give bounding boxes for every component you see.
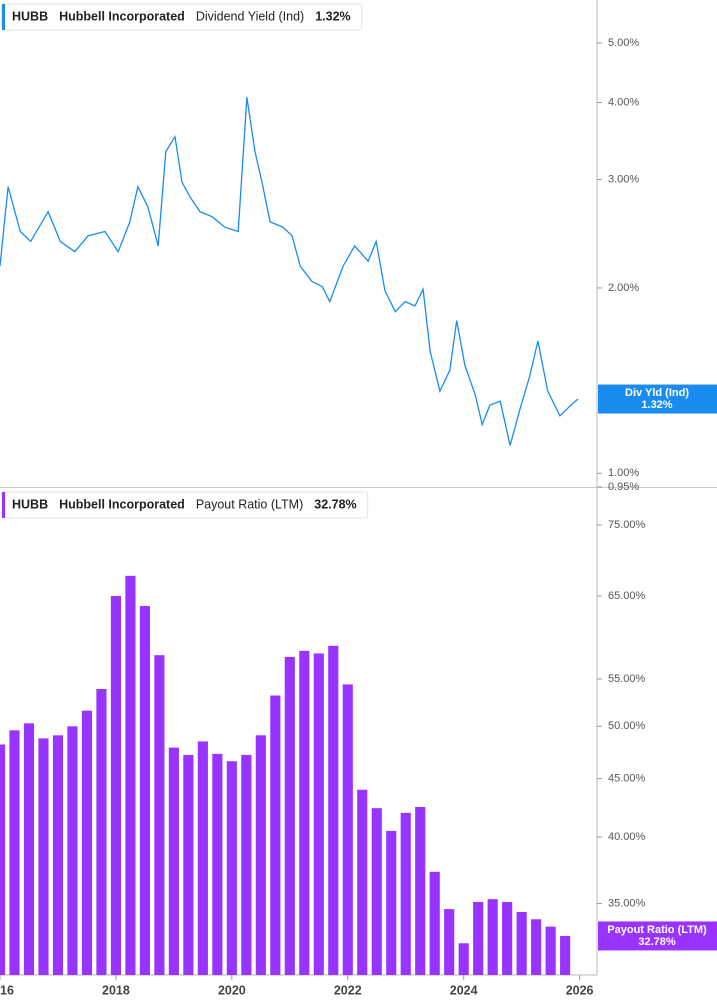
y-tick-label: 55.00%	[608, 673, 646, 685]
legend-text: Hubbell Incorporated	[59, 497, 185, 511]
legend-text: Dividend Yield (Ind)	[196, 9, 304, 23]
badge-name: Payout Ratio (LTM)	[607, 924, 707, 936]
legend-box	[1, 491, 369, 519]
bar	[255, 735, 266, 975]
x-tick-label: 2026	[566, 983, 594, 997]
bar	[516, 911, 527, 975]
last-value-badge	[598, 384, 717, 414]
y-tick-label: 35.00%	[608, 897, 646, 909]
y-tick-label: 40.00%	[608, 831, 646, 843]
x-tick-label: 2016	[0, 983, 14, 997]
bar	[371, 808, 382, 975]
plot-area	[0, 575, 571, 975]
bar	[473, 901, 484, 975]
y-tick-label: 65.00%	[608, 590, 646, 602]
bar	[38, 738, 49, 975]
bar	[110, 596, 121, 975]
plot-area	[0, 97, 579, 446]
bar	[545, 926, 556, 975]
bar	[299, 650, 310, 975]
bar	[560, 935, 571, 975]
bar	[313, 653, 324, 975]
legend-swatch	[2, 492, 5, 518]
bar	[342, 684, 353, 975]
y-tick-label: 4.00%	[608, 96, 639, 108]
bar	[487, 899, 498, 975]
y-tick-label: 3.00%	[608, 173, 639, 185]
y-tick-label: 75.00%	[608, 519, 646, 531]
legend-swatch	[2, 4, 5, 30]
line	[0, 97, 579, 446]
bar	[183, 754, 194, 975]
bar	[270, 695, 281, 975]
bar	[0, 744, 6, 975]
y-tick-label: 5.00%	[608, 37, 639, 49]
bar	[502, 901, 513, 975]
bar	[284, 656, 295, 975]
badge-value: 32.78%	[638, 936, 676, 948]
x-tick-label: 2024	[450, 983, 478, 997]
bar	[81, 710, 93, 975]
bar	[415, 806, 426, 975]
legend-text: 1.32%	[315, 9, 350, 23]
bar	[23, 723, 35, 975]
x-tick-label: 2018	[102, 983, 130, 997]
bar	[96, 689, 107, 975]
bar	[52, 735, 64, 975]
bar	[226, 761, 237, 975]
legend: HUBB Hubbell Incorporated Dividend Yield (…	[1, 3, 363, 31]
bar	[125, 575, 136, 975]
x-tick-label: 2020	[218, 983, 246, 997]
legend-text: Payout Ratio (LTM)	[196, 497, 303, 511]
y-tick-label: 45.00%	[608, 773, 646, 785]
badge-name: Div Yld (Ind)	[625, 387, 689, 399]
y-tick-label: 0.95%	[608, 481, 639, 493]
bar	[241, 754, 252, 975]
y-tick-label: 1.00%	[608, 467, 639, 479]
legend-text: HUBB	[12, 497, 48, 511]
bar	[9, 730, 20, 975]
bar	[444, 909, 455, 975]
legend-text: 32.78%	[314, 497, 356, 511]
bar	[458, 943, 469, 975]
bar	[400, 812, 411, 975]
legend: HUBB Hubbell Incorporated Payout Ratio (LT…	[1, 491, 369, 519]
legend-text: Hubbell Incorporated	[59, 9, 185, 23]
bar	[197, 741, 208, 975]
bar	[386, 830, 397, 975]
bar	[357, 789, 368, 975]
bar	[168, 747, 179, 975]
legend-text: HUBB	[12, 9, 48, 23]
y-tick-label: 2.00%	[608, 282, 639, 294]
bar	[328, 645, 339, 975]
bar	[67, 726, 78, 975]
bar	[429, 871, 440, 975]
x-tick-label: 2022	[334, 983, 362, 997]
bar	[212, 753, 223, 975]
badge-value: 1.32%	[641, 399, 672, 411]
last-value-badge	[598, 921, 717, 951]
bar	[139, 606, 150, 975]
bar	[531, 919, 542, 975]
bar	[154, 655, 165, 975]
y-tick-label: 50.00%	[608, 720, 646, 732]
